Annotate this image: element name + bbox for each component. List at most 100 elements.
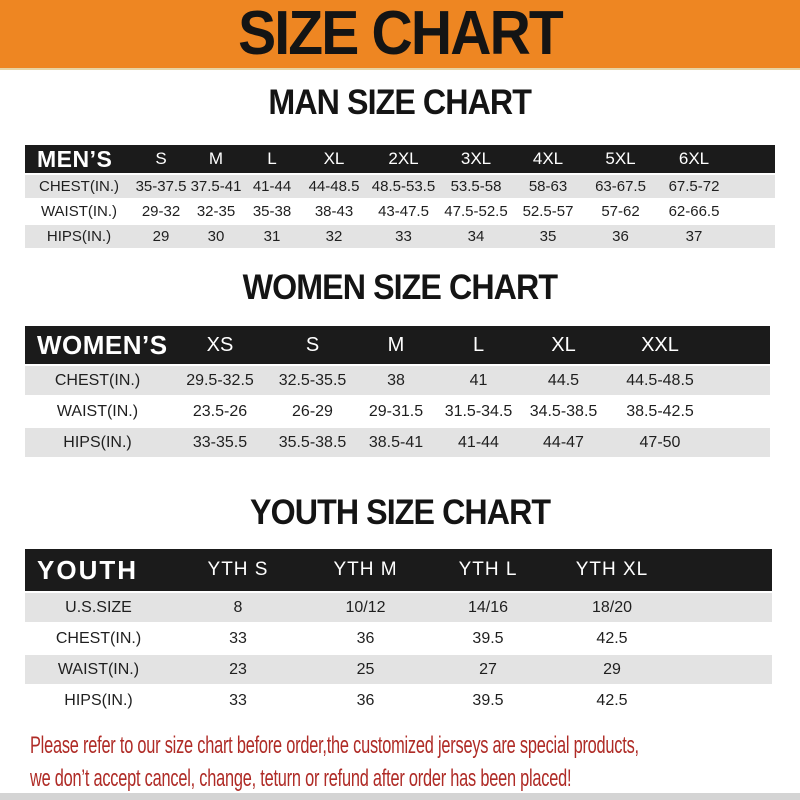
size-value-cell: 29-32 xyxy=(141,203,181,220)
size-value-cell: 32.5-35.5 xyxy=(270,366,355,395)
size-value-cell: 38-43 xyxy=(314,203,354,220)
size-value-cell: 43-47.5 xyxy=(378,203,429,220)
bottom-gray-strip xyxy=(0,793,800,800)
size-value-cell: 48.5-53.5 xyxy=(367,175,440,198)
size-value-cell: 29.5-32.5 xyxy=(170,366,270,395)
table-row: HIPS(IN.) 33 36 39.5 42.5 xyxy=(25,686,772,715)
size-value-cell: 26-29 xyxy=(292,402,333,420)
size-value-cell: 18/20 xyxy=(549,593,675,622)
measurement-row-label: WAIST(IN.) xyxy=(56,402,139,420)
table-row: U.S.SIZE 8 10/12 14/16 18/20 xyxy=(25,593,772,622)
size-value-cell: 35.5-38.5 xyxy=(270,428,355,457)
section-heading-man: MAN SIZE CHART xyxy=(0,85,800,121)
table-row: CHEST(IN.) 29.5-32.5 32.5-35.5 38 41 44.5 44.5… xyxy=(25,366,770,395)
size-value-cell: 42.5 xyxy=(596,691,628,709)
size-column-header: L xyxy=(243,145,301,173)
size-value-cell: 32-35 xyxy=(196,203,236,220)
size-value-cell: 23 xyxy=(172,655,304,684)
size-value-cell: 47.5-52.5 xyxy=(444,203,508,220)
measurement-row-label: CHEST(IN.) xyxy=(25,175,133,198)
filler-cell xyxy=(731,200,775,223)
size-value-cell: 29 xyxy=(549,655,675,684)
filler-cell xyxy=(675,593,772,622)
table-row: WAIST(IN.) 29-32 32-35 35-38 38-43 43-47.5 47.… xyxy=(25,200,775,223)
section-heading-women: WOMEN SIZE CHART xyxy=(0,270,800,306)
size-column-header: L xyxy=(437,326,520,364)
measurement-row-label: WAIST(IN.) xyxy=(40,203,118,220)
section-heading-women-text: WOMEN SIZE CHART xyxy=(242,268,558,307)
size-column-header: M xyxy=(355,326,437,364)
table-header-row: MEN’S S M L XL 2XL 3XL 4XL 5XL 6XL xyxy=(25,145,775,173)
size-column-header: YTH XL xyxy=(549,549,675,591)
size-column-header: XXL xyxy=(607,326,713,364)
size-value-cell: 27 xyxy=(427,655,549,684)
section-heading-youth-text: YOUTH SIZE CHART xyxy=(249,493,551,532)
measurement-row-label: WAIST(IN.) xyxy=(25,655,172,684)
size-column-header: 6XL xyxy=(657,145,731,173)
footer-disclaimer: Please refer to our size chart before or… xyxy=(30,729,800,795)
size-value-cell: 41-44 xyxy=(437,428,520,457)
size-column-header: XS xyxy=(170,326,270,364)
size-value-cell: 35-38 xyxy=(252,203,292,220)
size-column-header: 4XL xyxy=(512,145,584,173)
size-value-cell: 47-50 xyxy=(607,428,713,457)
size-value-cell: 36 xyxy=(584,225,657,248)
filler-cell xyxy=(713,397,770,426)
table-corner-label: WOMEN’S xyxy=(25,326,170,364)
men-size-table: MEN’S S M L XL 2XL 3XL 4XL 5XL 6XL CHEST(IN.) 35-37… xyxy=(25,143,775,250)
size-column-header: S xyxy=(270,326,355,364)
measurement-row-label: HIPS(IN.) xyxy=(25,428,170,457)
size-column-header: 5XL xyxy=(584,145,657,173)
size-value-cell: 25 xyxy=(304,655,427,684)
size-value-cell: 33-35.5 xyxy=(170,428,270,457)
size-value-cell: 39.5 xyxy=(472,629,504,647)
size-value-cell: 10/12 xyxy=(304,593,427,622)
measurement-row-label: CHEST(IN.) xyxy=(55,629,142,647)
size-column-header: 3XL xyxy=(440,145,512,173)
table-row: CHEST(IN.) 33 36 39.5 42.5 xyxy=(25,624,772,653)
filler-cell xyxy=(713,366,770,395)
footer-disclaimer-line-1: Please refer to our size chart before or… xyxy=(30,732,639,759)
footer-disclaimer-line-2: we don’t accept cancel, change, teturn o… xyxy=(30,765,572,792)
size-column-header: 2XL xyxy=(367,145,440,173)
size-value-cell: 63-67.5 xyxy=(584,175,657,198)
filler-cell xyxy=(731,175,775,198)
size-value-cell: 32 xyxy=(301,225,367,248)
size-value-cell: 35-37.5 xyxy=(133,175,189,198)
size-value-cell: 67.5-72 xyxy=(657,175,731,198)
size-value-cell: 29 xyxy=(133,225,189,248)
size-column-header: YTH L xyxy=(427,549,549,591)
size-value-cell: 33 xyxy=(367,225,440,248)
filler-cell xyxy=(675,624,772,653)
size-value-cell: 33 xyxy=(229,629,247,647)
size-value-cell: 57-62 xyxy=(601,203,640,220)
size-column-header: XL xyxy=(301,145,367,173)
size-value-cell: 36 xyxy=(356,629,375,647)
size-value-cell: 37.5-41 xyxy=(189,175,243,198)
table-row: CHEST(IN.) 35-37.5 37.5-41 41-44 44-48.5 48.5… xyxy=(25,175,775,198)
size-value-cell: 14/16 xyxy=(427,593,549,622)
size-column-header: XL xyxy=(520,326,607,364)
size-value-cell: 62-66.5 xyxy=(668,203,720,220)
table-row: HIPS(IN.) 33-35.5 35.5-38.5 38.5-41 41-44 44-… xyxy=(25,428,770,457)
table-row: HIPS(IN.) 29 30 31 32 33 34 35 36 37 xyxy=(25,225,775,248)
size-value-cell: 44-48.5 xyxy=(301,175,367,198)
size-value-cell: 38.5-41 xyxy=(355,428,437,457)
size-value-cell: 38 xyxy=(355,366,437,395)
size-value-cell: 44-47 xyxy=(520,428,607,457)
filler-cell xyxy=(675,549,772,591)
size-value-cell: 34.5-38.5 xyxy=(529,402,598,420)
measurement-row-label: U.S.SIZE xyxy=(25,593,172,622)
size-value-cell: 39.5 xyxy=(472,691,504,709)
size-value-cell: 44.5-48.5 xyxy=(607,366,713,395)
size-value-cell: 58-63 xyxy=(512,175,584,198)
youth-size-table: YOUTH YTH S YTH M YTH L YTH XL U.S.SIZE 8 10/12… xyxy=(25,547,772,717)
size-value-cell: 38.5-42.5 xyxy=(626,402,694,420)
table-row: WAIST(IN.) 23 25 27 29 xyxy=(25,655,772,684)
size-value-cell: 33 xyxy=(229,691,247,709)
size-value-cell: 23.5-26 xyxy=(192,402,248,420)
size-value-cell: 30 xyxy=(189,225,243,248)
table-header-row: WOMEN’S XS S M L XL XXL xyxy=(25,326,770,364)
size-value-cell: 52.5-57 xyxy=(522,203,574,220)
filler-cell xyxy=(675,686,772,715)
